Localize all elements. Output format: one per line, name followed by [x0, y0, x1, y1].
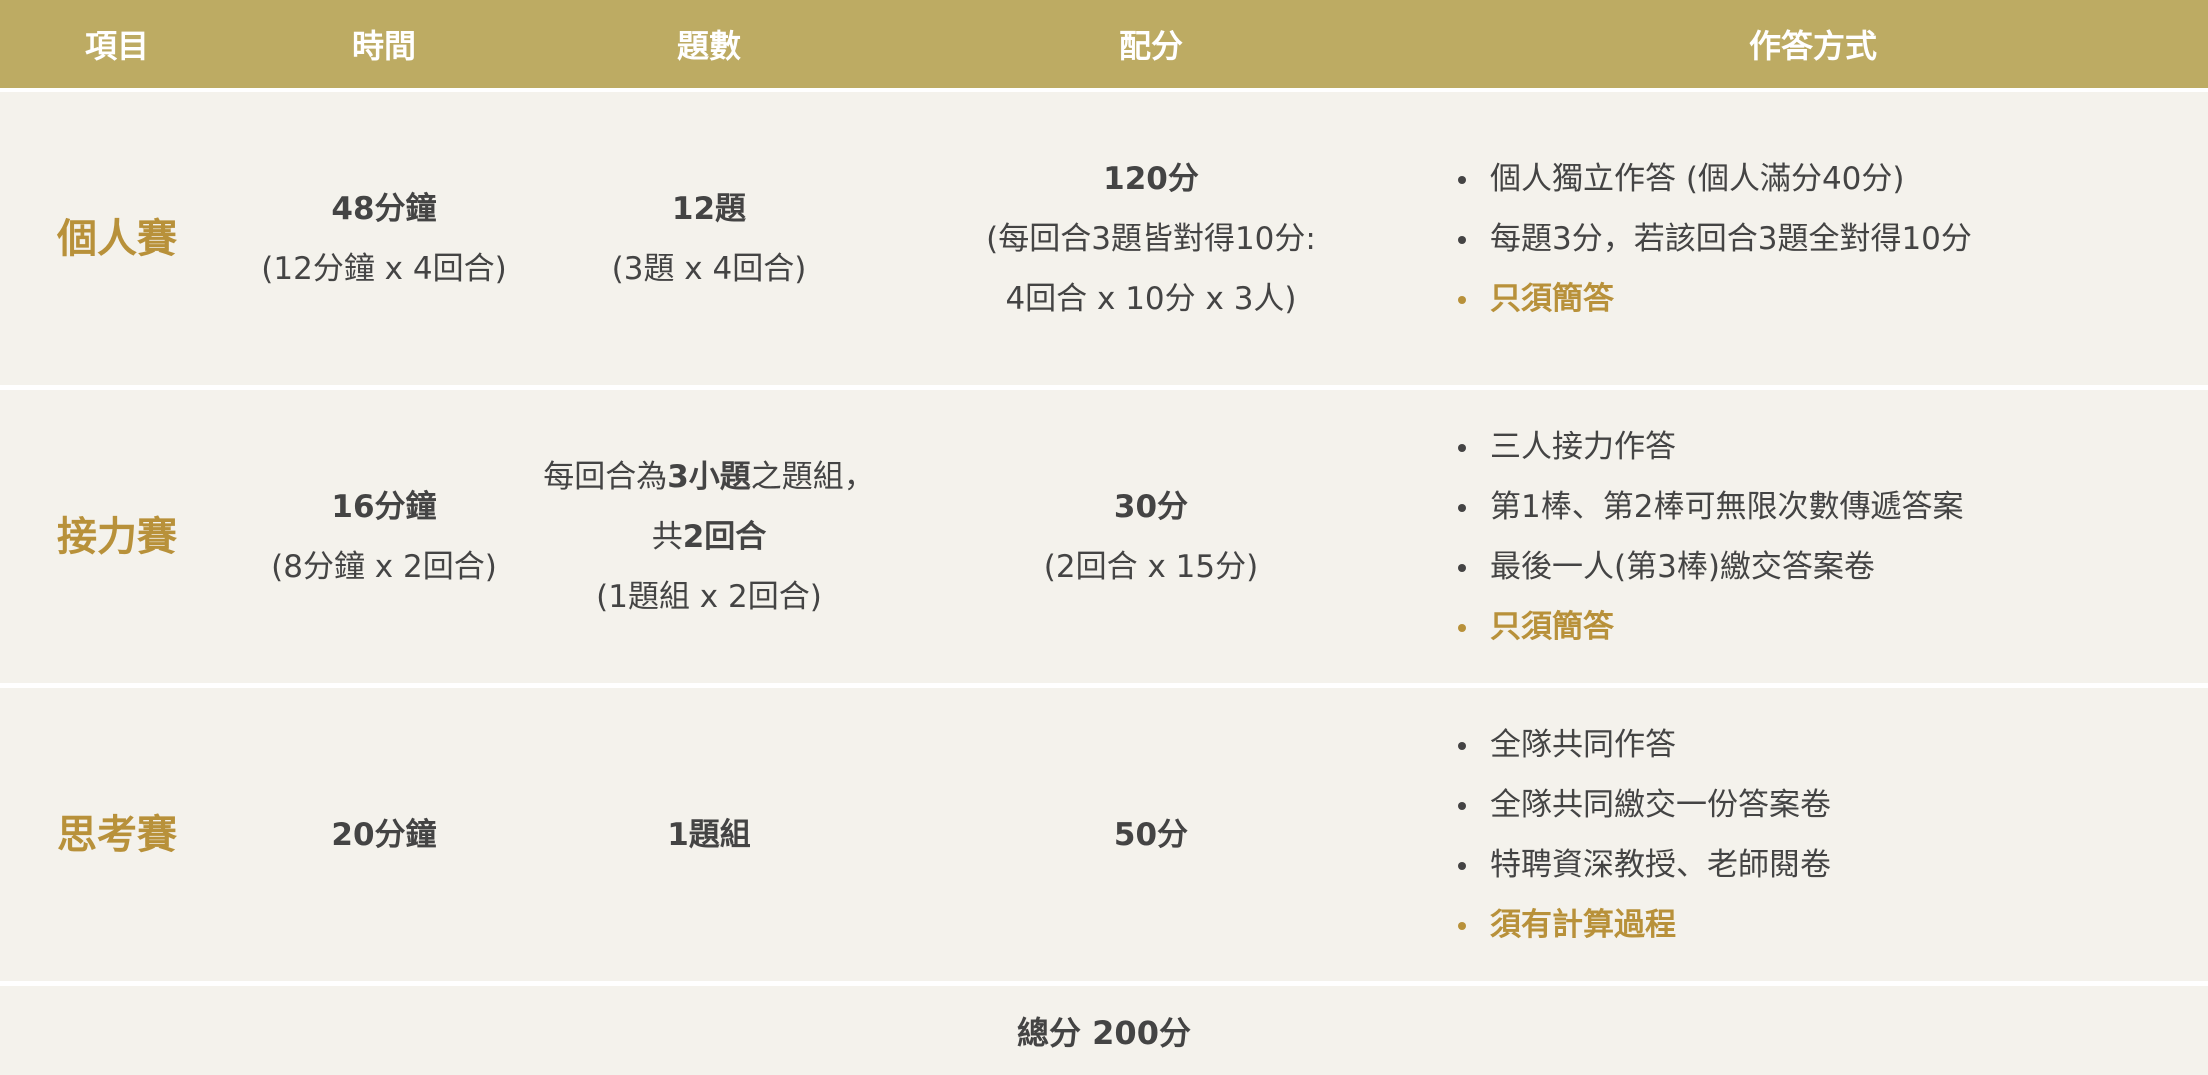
- list-item-highlight: 只須簡答: [1458, 269, 2208, 329]
- score-detail: (2回合 x 15分): [1043, 548, 1259, 585]
- header-time: 時間: [351, 27, 416, 65]
- method-list: 全隊共同作答 全隊共同繳交一份答案卷 特聘資深教授、老師閱卷 須有計算過程: [1458, 715, 2208, 955]
- time-detail: (12分鐘 x 4回合): [261, 250, 507, 287]
- count-detail: (3題 x 4回合): [611, 250, 807, 287]
- score-main: 30分: [1113, 488, 1189, 525]
- table-row-individual: 個人賽 48分鐘 (12分鐘 x 4回合) 12題 (3題 x 4回合) 120…: [0, 92, 2208, 390]
- text: 每回合為: [543, 458, 668, 495]
- list-item: 最後一人(第3棒)繳交答案卷: [1458, 537, 2208, 597]
- text: 共: [651, 518, 683, 555]
- time-main: 48分鐘: [331, 190, 437, 227]
- count-detail: (1題組 x 2回合): [596, 578, 822, 615]
- header-count: 題數: [676, 27, 741, 65]
- method-cell: 個人獨立作答 (個人滿分40分) 每題3分，若該回合3題全對得10分 只須簡答: [1418, 149, 2208, 329]
- total-score: 總分 200分: [0, 986, 2208, 1075]
- time-main: 16分鐘: [331, 488, 437, 525]
- header-score: 配分: [1118, 27, 1183, 65]
- score-cell: 50分: [884, 805, 1418, 865]
- score-detail: (每回合3題皆對得10分:: [986, 220, 1316, 257]
- list-item: 每題3分，若該回合3題全對得10分: [1458, 209, 2208, 269]
- text: 之題組，: [750, 458, 875, 495]
- score-cell: 30分 (2回合 x 15分): [884, 477, 1418, 597]
- method-cell: 三人接力作答 第1棒、第2棒可無限次數傳遞答案 最後一人(第3棒)繳交答案卷 只…: [1418, 417, 2208, 657]
- row-label: 接力賽: [57, 513, 177, 560]
- list-item-highlight: 須有計算過程: [1458, 895, 2208, 955]
- header-item: 項目: [84, 27, 149, 65]
- list-item-highlight: 只須簡答: [1458, 597, 2208, 657]
- row-label: 個人賽: [57, 215, 177, 262]
- count-line: 共2回合: [534, 507, 884, 567]
- list-item: 第1棒、第2棒可無限次數傳遞答案: [1458, 477, 2208, 537]
- score-main: 120分: [1103, 160, 1199, 197]
- method-list: 個人獨立作答 (個人滿分40分) 每題3分，若該回合3題全對得10分 只須簡答: [1458, 149, 2208, 329]
- time-cell: 48分鐘 (12分鐘 x 4回合): [234, 179, 534, 299]
- count-cell: 每回合為3小題之題組， 共2回合 (1題組 x 2回合): [534, 447, 884, 627]
- count-cell: 12題 (3題 x 4回合): [534, 179, 884, 299]
- count-main: 12題: [671, 190, 747, 227]
- count-main: 1題組: [667, 816, 751, 853]
- list-item: 全隊共同作答: [1458, 715, 2208, 775]
- time-main: 20分鐘: [331, 816, 437, 853]
- list-item: 特聘資深教授、老師閱卷: [1458, 835, 2208, 895]
- score-detail: 4回合 x 10分 x 3人): [1005, 280, 1297, 317]
- count-line: 每回合為3小題之題組，: [534, 447, 884, 507]
- row-label: 思考賽: [57, 811, 177, 858]
- score-cell: 120分 (每回合3題皆對得10分: 4回合 x 10分 x 3人): [884, 149, 1418, 329]
- table-header: 項目 時間 題數 配分 作答方式: [0, 0, 2208, 92]
- text-bold: 2回合: [682, 518, 767, 555]
- table-row-thinking: 思考賽 20分鐘 1題組 50分 全隊共同作答 全隊共同繳交一份答案卷 特聘資深…: [0, 688, 2208, 986]
- score-main: 50分: [1113, 816, 1189, 853]
- list-item: 個人獨立作答 (個人滿分40分): [1458, 149, 2208, 209]
- table-row-relay: 接力賽 16分鐘 (8分鐘 x 2回合) 每回合為3小題之題組， 共2回合 (1…: [0, 390, 2208, 688]
- list-item: 全隊共同繳交一份答案卷: [1458, 775, 2208, 835]
- header-method: 作答方式: [1748, 27, 1877, 65]
- method-cell: 全隊共同作答 全隊共同繳交一份答案卷 特聘資深教授、老師閱卷 須有計算過程: [1418, 715, 2208, 955]
- time-cell: 20分鐘: [234, 805, 534, 865]
- time-detail: (8分鐘 x 2回合): [271, 548, 497, 585]
- list-item: 三人接力作答: [1458, 417, 2208, 477]
- time-cell: 16分鐘 (8分鐘 x 2回合): [234, 477, 534, 597]
- count-cell: 1題組: [534, 805, 884, 865]
- method-list: 三人接力作答 第1棒、第2棒可無限次數傳遞答案 最後一人(第3棒)繳交答案卷 只…: [1458, 417, 2208, 657]
- text-bold: 3小題: [667, 458, 751, 495]
